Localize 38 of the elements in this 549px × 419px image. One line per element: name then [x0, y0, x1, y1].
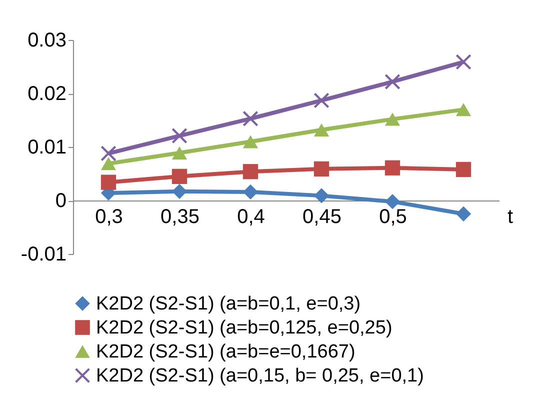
x-tick-label: 0,35: [160, 206, 200, 228]
point: [242, 184, 258, 200]
point: [456, 54, 472, 70]
y-tick-label: 0.03: [28, 30, 66, 52]
x-tick-label: 0,45: [302, 206, 342, 228]
legend-label: K2D2 (S2-S1) (a=b=e=0,1667): [96, 342, 356, 362]
y-tick-label: 0.02: [28, 83, 66, 105]
point: [384, 160, 400, 176]
point: [384, 74, 400, 90]
point: [314, 188, 330, 204]
point: [314, 92, 330, 108]
point: [172, 168, 188, 184]
point: [242, 164, 258, 180]
point: [384, 194, 400, 210]
point: [242, 135, 258, 148]
point: [456, 162, 472, 178]
y-tick-label: 0: [55, 190, 66, 212]
point: [314, 161, 330, 177]
x-tick-label: 0,5: [379, 206, 407, 228]
point: [456, 102, 472, 116]
y-tick-label: -0.01: [20, 244, 66, 266]
point: [384, 112, 400, 126]
legend-label: K2D2 (S2-S1) (a=0,15, b= 0,25, e=0,1): [96, 366, 424, 386]
point: [100, 174, 116, 190]
legend-label: K2D2 (S2-S1) (a=b=0,125, e=0,25): [96, 318, 392, 338]
y-tick-label: 0.01: [28, 136, 66, 158]
point: [172, 184, 188, 199]
point: [172, 146, 188, 160]
point: [100, 157, 116, 170]
x-tick-label: 0,3: [95, 206, 123, 228]
point: [314, 123, 330, 136]
point: [456, 206, 472, 222]
x-tick-label: 0,4: [237, 206, 265, 228]
point: [242, 111, 258, 126]
point: [100, 146, 116, 162]
x-axis-title: t: [508, 206, 514, 228]
point: [172, 128, 188, 144]
legend-label: K2D2 (S2-S1) (a=b=0,1, e=0,3): [96, 294, 361, 314]
